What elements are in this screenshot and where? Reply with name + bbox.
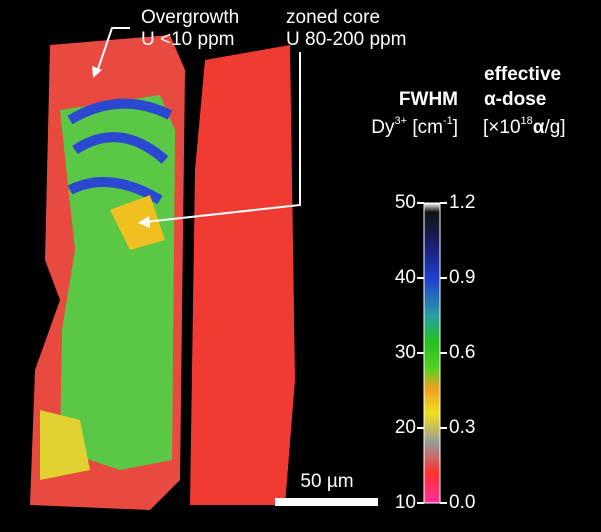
- colorbar-unit: Dy3+ [cm-1]: [371, 115, 458, 138]
- raman-map: [30, 35, 295, 510]
- colorbar-title: FWHM: [399, 89, 458, 110]
- figure: Overgrowth U <10 ppm zoned core U 80-200…: [0, 0, 601, 532]
- annotation: U 80-200 ppm: [286, 29, 406, 50]
- annotation: zoned core: [286, 7, 380, 28]
- annotation: Overgrowth: [141, 7, 239, 28]
- scale-label: 50 µm: [300, 471, 353, 492]
- annotation: U <10 ppm: [141, 29, 234, 50]
- tick-label: 0.9: [449, 267, 475, 288]
- scale-bar: 50 µm: [275, 471, 378, 506]
- tick-label: 10: [395, 492, 416, 513]
- tick-label: 1.2: [449, 192, 475, 213]
- tick-label: 0.3: [449, 417, 475, 438]
- colorbar-title: α-dose: [484, 89, 546, 110]
- scale-line: [275, 498, 378, 506]
- tick-label: 30: [395, 342, 416, 363]
- tick-label: 50: [395, 192, 416, 213]
- tick-label: 0.0: [449, 492, 475, 513]
- tick-label: 20: [395, 417, 416, 438]
- colorbar: [424, 203, 440, 503]
- tick-label: 40: [395, 267, 416, 288]
- colorbar-unit: [×1018α/g]: [483, 115, 566, 138]
- colorbar-title: effective: [484, 64, 561, 85]
- tick-label: 0.6: [449, 342, 475, 363]
